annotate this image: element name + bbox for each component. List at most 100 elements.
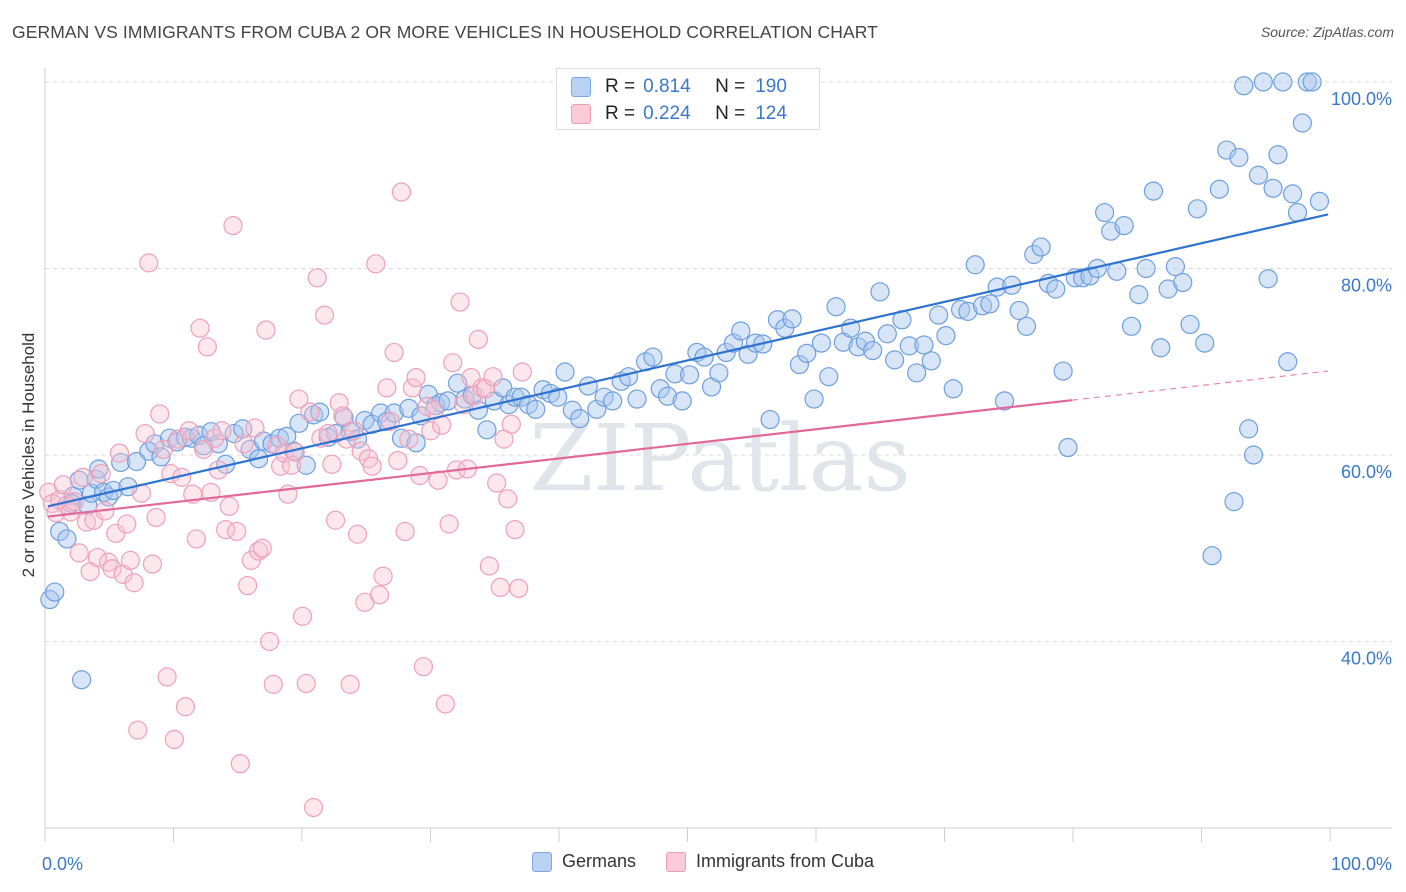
x-tick-label: 0.0%: [42, 854, 83, 874]
data-point: [505, 519, 525, 540]
data-point: [197, 337, 217, 357]
data-point: [120, 550, 141, 570]
series-germans: [40, 72, 1330, 690]
data-point: [402, 378, 423, 398]
data-point: [369, 585, 390, 605]
data-point: [501, 414, 521, 434]
data-point: [797, 343, 817, 363]
data-point: [863, 340, 883, 361]
data-point: [1217, 140, 1237, 160]
x-tick-label: 100.0%: [1331, 854, 1392, 874]
data-point: [679, 365, 700, 385]
data-point: [921, 351, 941, 371]
data-point: [782, 309, 802, 329]
data-point: [435, 694, 456, 714]
data-point: [490, 577, 510, 598]
data-point: [1234, 76, 1254, 96]
data-point: [438, 391, 458, 411]
data-point: [72, 670, 92, 690]
data-point: [570, 409, 590, 429]
data-point: [709, 363, 729, 383]
data-point: [526, 399, 546, 419]
data-point: [340, 674, 360, 694]
data-point: [325, 423, 346, 444]
stats-row-germans: R = 0.814 N = 190: [571, 74, 787, 100]
data-point: [366, 254, 386, 274]
data-point: [665, 364, 685, 384]
data-point: [53, 475, 73, 495]
data-point: [1253, 72, 1273, 92]
data-point: [627, 389, 647, 409]
data-point: [69, 470, 89, 490]
data-point: [391, 428, 412, 448]
data-point: [50, 521, 70, 542]
data-point: [443, 353, 463, 373]
data-point: [347, 524, 368, 544]
data-point: [303, 797, 324, 818]
data-point: [151, 447, 171, 467]
data-point: [1180, 314, 1200, 335]
data-point: [399, 429, 419, 449]
data-point: [1121, 316, 1142, 336]
data-point: [487, 473, 507, 493]
data-point: [388, 450, 408, 471]
data-point: [972, 296, 993, 316]
bottom-legend: Germans Immigrants from Cuba: [0, 851, 1406, 872]
data-point: [587, 399, 607, 419]
data-point: [509, 578, 529, 598]
data-point: [179, 421, 199, 441]
data-point: [877, 324, 897, 344]
data-point: [212, 421, 232, 441]
data-point: [289, 389, 309, 409]
data-point: [760, 409, 780, 430]
data-point: [512, 362, 532, 382]
data-point: [723, 333, 744, 353]
stats-n-label: N =: [715, 76, 746, 97]
data-point: [91, 464, 111, 484]
data-point: [117, 514, 137, 534]
legend-label-cuba: Immigrants from Cuba: [695, 851, 875, 871]
y-tick-label: 80.0%: [1341, 275, 1392, 295]
data-point: [1151, 338, 1171, 358]
data-point: [1202, 546, 1222, 566]
y-tick-label: 60.0%: [1341, 462, 1392, 482]
data-point: [1173, 272, 1193, 293]
data-point: [1046, 279, 1066, 299]
data-point: [205, 428, 225, 448]
stats-r-value: 0.814: [643, 76, 691, 97]
y-tick-label: 40.0%: [1341, 648, 1392, 668]
data-point: [73, 467, 93, 487]
data-point: [406, 367, 426, 388]
data-point: [483, 367, 503, 387]
data-point: [950, 299, 971, 320]
stats-swatch-cuba: [571, 104, 591, 124]
data-point: [885, 350, 905, 370]
data-point: [468, 329, 488, 349]
data-point: [650, 379, 670, 399]
data-point: [498, 489, 518, 509]
data-point: [1273, 72, 1293, 92]
legend-item-germans[interactable]: Germans: [531, 851, 636, 872]
data-point: [1016, 316, 1037, 336]
data-point: [164, 729, 184, 750]
data-point: [249, 541, 269, 561]
data-point: [465, 385, 485, 405]
data-point: [296, 455, 316, 475]
data-point: [109, 443, 130, 463]
legend-swatch-cuba: [665, 851, 686, 872]
data-point: [269, 428, 289, 448]
data-point: [227, 521, 247, 542]
legend-item-cuba[interactable]: Immigrants from Cuba: [665, 851, 875, 872]
data-point: [643, 347, 663, 367]
chart-title: GERMAN VS IMMIGRANTS FROM CUBA 2 OR MORE…: [12, 22, 878, 42]
data-point: [1239, 419, 1259, 439]
data-point: [362, 456, 382, 476]
data-point: [322, 454, 342, 474]
data-point: [1195, 333, 1215, 353]
data-point: [1165, 257, 1186, 277]
data-point: [936, 326, 956, 346]
data-point: [1114, 215, 1134, 236]
data-point: [548, 387, 568, 407]
data-point: [314, 305, 335, 325]
